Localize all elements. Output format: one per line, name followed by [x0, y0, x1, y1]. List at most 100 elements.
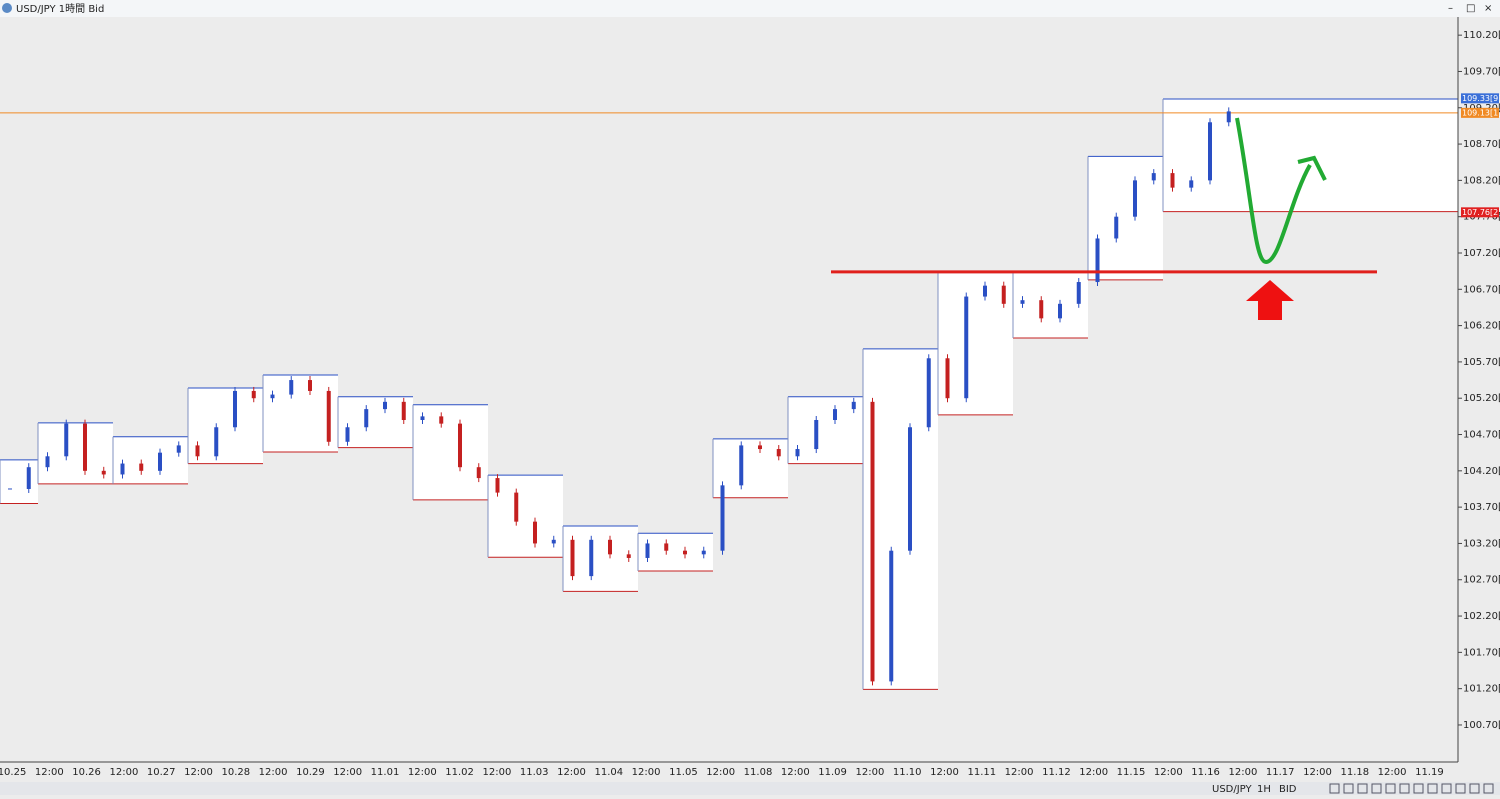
minimize-button[interactable]: –: [1448, 3, 1453, 14]
maximize-button[interactable]: □: [1466, 3, 1475, 14]
y-tick-label: 104.70[0: [1463, 430, 1500, 441]
x-tick-label: 12:00: [109, 767, 138, 778]
candle: [1058, 303, 1062, 319]
daily-range-box: [113, 436, 188, 484]
price-tag-label: 109.13[1]: [1462, 108, 1500, 117]
x-tick-label: 11.11: [967, 767, 996, 778]
x-tick-label: 11.02: [445, 767, 474, 778]
y-tick-label: 108.20[0: [1463, 175, 1500, 186]
candle: [776, 449, 781, 457]
tool-button[interactable]: [1371, 783, 1382, 794]
candle: [270, 394, 275, 399]
x-tick-label: 12:00: [408, 767, 437, 778]
tool-button[interactable]: [1483, 783, 1494, 794]
x-tick-label: 12:00: [259, 767, 288, 778]
x-tick-label: 11.19: [1415, 767, 1444, 778]
candle: [1208, 122, 1212, 181]
y-tick-label: 103.20[0: [1463, 538, 1500, 549]
candle: [814, 419, 819, 450]
candle: [251, 390, 256, 399]
candle: [739, 445, 744, 486]
x-tick-label: 11.05: [669, 767, 698, 778]
tool-button[interactable]: [1399, 783, 1410, 794]
candle: [1189, 180, 1194, 188]
x-tick-label: 11.01: [371, 767, 400, 778]
tool-button[interactable]: [1343, 783, 1354, 794]
tool-button[interactable]: [1441, 783, 1452, 794]
candle: [1133, 180, 1137, 217]
y-tick-label: 105.20[0: [1463, 393, 1500, 404]
tool-button[interactable]: [1357, 783, 1368, 794]
toolbar-icons: [1329, 783, 1494, 794]
x-tick-label: 10.27: [147, 767, 176, 778]
candle: [1226, 111, 1231, 123]
period-selector[interactable]: 1H: [1257, 784, 1271, 795]
candle: [26, 467, 31, 489]
candle: [101, 470, 106, 475]
candle: [608, 539, 612, 555]
daily-range-box: [563, 526, 638, 592]
candle: [533, 521, 537, 544]
candle: [345, 427, 350, 442]
close-button[interactable]: ×: [1484, 3, 1492, 14]
candle: [701, 550, 706, 555]
tool-button[interactable]: [1413, 783, 1424, 794]
x-tick-label: 11.08: [744, 767, 773, 778]
y-tick-label: 107.20[0: [1463, 248, 1500, 259]
tool-button[interactable]: [1455, 783, 1466, 794]
tool-button[interactable]: [1469, 783, 1480, 794]
candle: [289, 380, 294, 395]
side-selector[interactable]: BID: [1279, 784, 1297, 795]
y-tick-label: 108.70[0: [1463, 139, 1500, 150]
tool-button[interactable]: [1329, 783, 1340, 794]
candle: [551, 539, 556, 544]
x-tick-label: 11.10: [893, 767, 922, 778]
candle: [945, 358, 950, 399]
x-tick-label: 10.26: [72, 767, 101, 778]
candle: [870, 401, 875, 682]
daily-range-box: [338, 396, 413, 448]
candle: [1039, 300, 1044, 319]
candle: [458, 423, 462, 468]
x-tick-label: 10.29: [296, 767, 325, 778]
x-tick-label: 11.18: [1340, 767, 1369, 778]
app-icon: [2, 3, 12, 13]
support-arrow: [1246, 280, 1294, 320]
candle: [1114, 216, 1119, 239]
candle: [926, 358, 931, 428]
daily-range-box: [488, 475, 563, 558]
daily-range-box: [0, 459, 38, 504]
window-title: USD/JPY 1時間 Bid: [16, 3, 104, 15]
candle: [1076, 282, 1081, 304]
x-tick-label: 12:00: [1154, 767, 1183, 778]
daily-range-box: [263, 374, 338, 452]
candle: [401, 401, 406, 420]
candle: [983, 285, 987, 297]
daily-range-box: [413, 404, 488, 500]
plot-area: [0, 98, 1458, 690]
candle: [1170, 173, 1175, 188]
y-tick-label: 105.70[0: [1463, 357, 1500, 368]
tool-button[interactable]: [1385, 783, 1396, 794]
x-tick-label: 12:00: [184, 767, 213, 778]
candle: [514, 492, 519, 522]
candle: [664, 543, 669, 551]
x-tick-label: 10.25: [0, 767, 26, 778]
candle: [720, 485, 725, 551]
candle: [495, 478, 500, 493]
x-tick-label: 12:00: [706, 767, 735, 778]
candle: [683, 550, 687, 555]
y-tick-label: 110.20[0: [1463, 30, 1500, 41]
daily-range-box: [638, 533, 713, 572]
candle: [1151, 173, 1156, 181]
y-tick-label: 106.20[0: [1463, 321, 1500, 332]
daily-range-box: [863, 348, 938, 690]
tool-button[interactable]: [1427, 783, 1438, 794]
y-tick-label: 102.70[0: [1463, 575, 1500, 586]
price-tag: [1461, 93, 1499, 104]
daily-range-box: [188, 388, 263, 464]
forecast-arrow: [1235, 117, 1312, 265]
symbol-selector[interactable]: USD/JPY: [1212, 784, 1252, 795]
candle: [908, 427, 912, 551]
candle: [45, 456, 50, 468]
